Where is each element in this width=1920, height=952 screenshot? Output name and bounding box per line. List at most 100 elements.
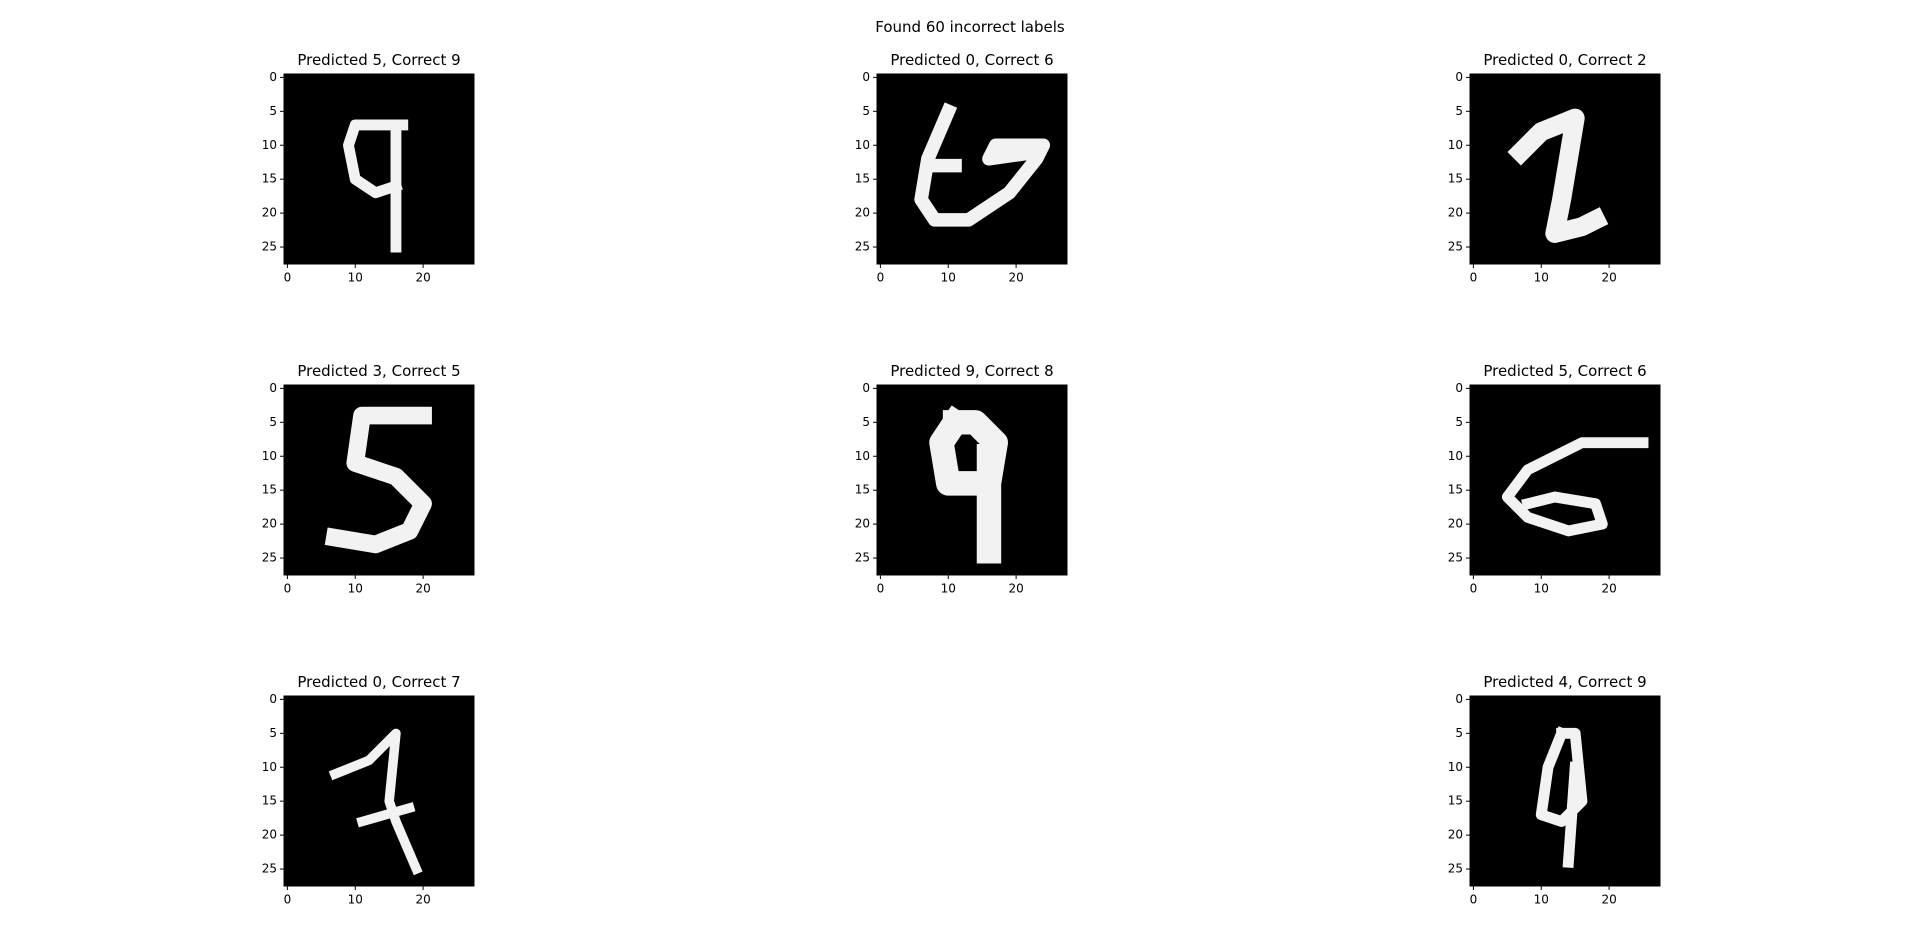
y-tick-label: 15 [262, 794, 277, 808]
y-tick-label: 0 [269, 381, 277, 395]
x-tick-label: 0 [284, 582, 292, 596]
axes-frame [1469, 73, 1661, 265]
y-tick-label: 15 [1448, 794, 1463, 808]
y-tick-label: 10 [262, 138, 277, 152]
digit [324, 406, 432, 554]
subplot: Predicted 3, Correct 5 0 5 10 15 20 25 0 10 20 [262, 362, 475, 596]
y-tick-label: 25 [1448, 862, 1463, 876]
y-tick-label: 10 [262, 760, 277, 774]
digit [914, 102, 1051, 227]
x-tick-label: 20 [1008, 582, 1023, 596]
y-tick-label: 20 [262, 206, 277, 220]
subplot: Predicted 5, Correct 9 0 5 10 15 20 25 0 10 20 [262, 51, 475, 285]
y-tick-label: 25 [1448, 240, 1463, 254]
digit [343, 119, 409, 253]
digit-stroke [1535, 726, 1588, 869]
axes-frame [1469, 695, 1661, 887]
y-tick-label: 5 [269, 104, 277, 118]
y-tick-label: 0 [1455, 381, 1463, 395]
y-tick-label: 10 [1448, 138, 1463, 152]
y-tick-label: 25 [855, 240, 870, 254]
image [284, 74, 474, 264]
x-tick-label: 20 [1008, 271, 1023, 285]
y-tick-label: 25 [262, 240, 277, 254]
axes-frame [283, 73, 475, 265]
digit [1507, 108, 1609, 243]
image [877, 74, 1067, 264]
subplot: Predicted 4, Correct 9 0 5 10 15 20 25 0 10 20 [1448, 673, 1661, 907]
y-tick-label: 20 [262, 828, 277, 842]
y-tick-label: 25 [262, 862, 277, 876]
axes-frame [876, 73, 1068, 265]
y-tick-label: 20 [1448, 517, 1463, 531]
subplot-title: Predicted 9, Correct 8 [890, 362, 1053, 380]
y-tick-label: 20 [1448, 206, 1463, 220]
subplot-title: Predicted 0, Correct 2 [1483, 51, 1646, 69]
x-tick-label: 0 [284, 893, 292, 907]
x-tick-label: 20 [415, 893, 430, 907]
y-tick-label: 25 [262, 551, 277, 565]
digit-stroke [1507, 108, 1609, 243]
subplot: Predicted 0, Correct 2 0 5 10 15 20 25 0 10 20 [1448, 51, 1661, 285]
y-tick-label: 15 [262, 483, 277, 497]
subplot-title: Predicted 5, Correct 6 [1483, 362, 1646, 380]
axes-frame [283, 384, 475, 576]
x-tick-label: 10 [1534, 271, 1549, 285]
y-tick-label: 5 [1455, 415, 1463, 429]
y-tick-label: 5 [1455, 726, 1463, 740]
digit-stroke [1501, 437, 1649, 537]
subplot-title: Predicted 5, Correct 9 [297, 51, 460, 69]
y-tick-label: 10 [855, 138, 870, 152]
y-tick-label: 0 [269, 692, 277, 706]
x-tick-label: 10 [348, 271, 363, 285]
y-tick-label: 0 [862, 381, 870, 395]
digit [929, 405, 1008, 564]
y-tick-label: 15 [855, 483, 870, 497]
x-tick-label: 20 [1601, 271, 1616, 285]
axes-frame [876, 384, 1068, 576]
y-tick-label: 20 [855, 517, 870, 531]
x-tick-label: 0 [1470, 271, 1478, 285]
y-tick-label: 25 [855, 551, 870, 565]
y-tick-label: 0 [1455, 692, 1463, 706]
digit [1535, 726, 1588, 869]
y-tick-label: 20 [262, 517, 277, 531]
x-tick-label: 10 [1534, 582, 1549, 596]
y-tick-label: 0 [1455, 70, 1463, 84]
x-tick-label: 10 [941, 582, 956, 596]
y-tick-label: 20 [1448, 828, 1463, 842]
y-tick-label: 15 [1448, 172, 1463, 186]
subplot-title: Predicted 3, Correct 5 [297, 362, 460, 380]
x-tick-label: 20 [1601, 582, 1616, 596]
y-tick-label: 5 [269, 415, 277, 429]
y-tick-label: 5 [862, 415, 870, 429]
subplot-title: Predicted 0, Correct 6 [890, 51, 1053, 69]
y-tick-label: 5 [1455, 104, 1463, 118]
digit-stroke [914, 102, 1051, 227]
digit [1501, 437, 1649, 537]
x-tick-label: 10 [941, 271, 956, 285]
digit-stroke [343, 119, 409, 253]
y-tick-label: 15 [855, 172, 870, 186]
digit-stroke [324, 406, 432, 554]
y-tick-label: 25 [1448, 551, 1463, 565]
digit-stroke [929, 405, 1008, 564]
y-tick-label: 15 [1448, 483, 1463, 497]
y-tick-label: 10 [1448, 449, 1463, 463]
subplot: Predicted 0, Correct 6 0 5 10 15 20 25 0 10 20 [855, 51, 1068, 285]
y-tick-label: 10 [1448, 760, 1463, 774]
y-tick-label: 10 [855, 449, 870, 463]
y-tick-label: 10 [262, 449, 277, 463]
subplot-title: Predicted 4, Correct 9 [1483, 673, 1646, 691]
x-tick-label: 0 [1470, 582, 1478, 596]
x-tick-label: 10 [1534, 893, 1549, 907]
y-tick-label: 0 [862, 70, 870, 84]
image [1470, 385, 1660, 575]
digit [328, 728, 423, 876]
y-tick-label: 0 [269, 70, 277, 84]
subplot: Predicted 0, Correct 7 0 5 10 15 20 25 0 10 20 [262, 673, 475, 907]
subplot: Predicted 9, Correct 8 0 5 10 15 20 25 0 10 20 [855, 362, 1068, 596]
subplot: Predicted 5, Correct 6 0 5 10 15 20 25 0 10 20 [1448, 362, 1661, 596]
